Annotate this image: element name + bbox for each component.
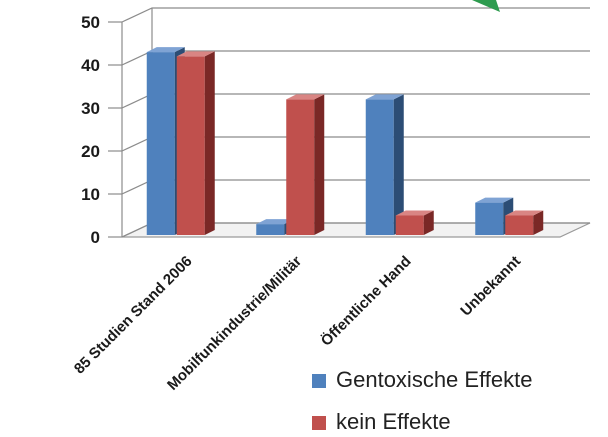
y-tick-label: 10: [81, 185, 100, 204]
y-tick-label: 0: [91, 228, 100, 247]
x-category-label: Öffentliche Hand: [318, 253, 415, 350]
bar-side: [423, 210, 434, 235]
bar-top: [395, 210, 434, 216]
bar-top: [365, 94, 404, 100]
bar-side: [533, 210, 544, 235]
legend-swatch: [312, 416, 326, 430]
bar-top: [505, 210, 544, 216]
bar-top: [176, 51, 215, 57]
bar: [395, 210, 434, 235]
bar-top: [146, 47, 185, 53]
bar-top: [475, 197, 514, 203]
y-tick-label: 20: [81, 142, 100, 161]
x-category-label: 85 Studien Stand 2006: [71, 253, 196, 378]
bar-top: [256, 219, 295, 225]
bar-front: [286, 99, 315, 236]
bar-front: [176, 56, 205, 236]
y-tick-label: 30: [81, 99, 100, 118]
legend-label: kein Effekte: [336, 409, 451, 434]
bar-side: [204, 51, 215, 236]
bar-side: [393, 94, 404, 236]
bar: [505, 210, 544, 235]
bar-front: [365, 99, 394, 236]
bar: [176, 51, 215, 236]
arrow-icon: [472, 0, 500, 12]
bar-side: [314, 94, 325, 236]
bar-front: [395, 215, 424, 235]
legend-swatch: [312, 374, 326, 388]
bar: [365, 94, 404, 236]
legend-label: Gentoxische Effekte: [336, 367, 533, 392]
bar-front: [146, 52, 175, 235]
bar-front: [505, 215, 534, 235]
bar-top: [286, 94, 325, 100]
y-tick-label: 40: [81, 56, 100, 75]
bar-front: [256, 224, 285, 235]
x-category-label: Unbekannt: [457, 253, 524, 320]
bar: [286, 94, 325, 236]
y-tick-label: 50: [81, 13, 100, 32]
bar-front: [475, 202, 504, 235]
